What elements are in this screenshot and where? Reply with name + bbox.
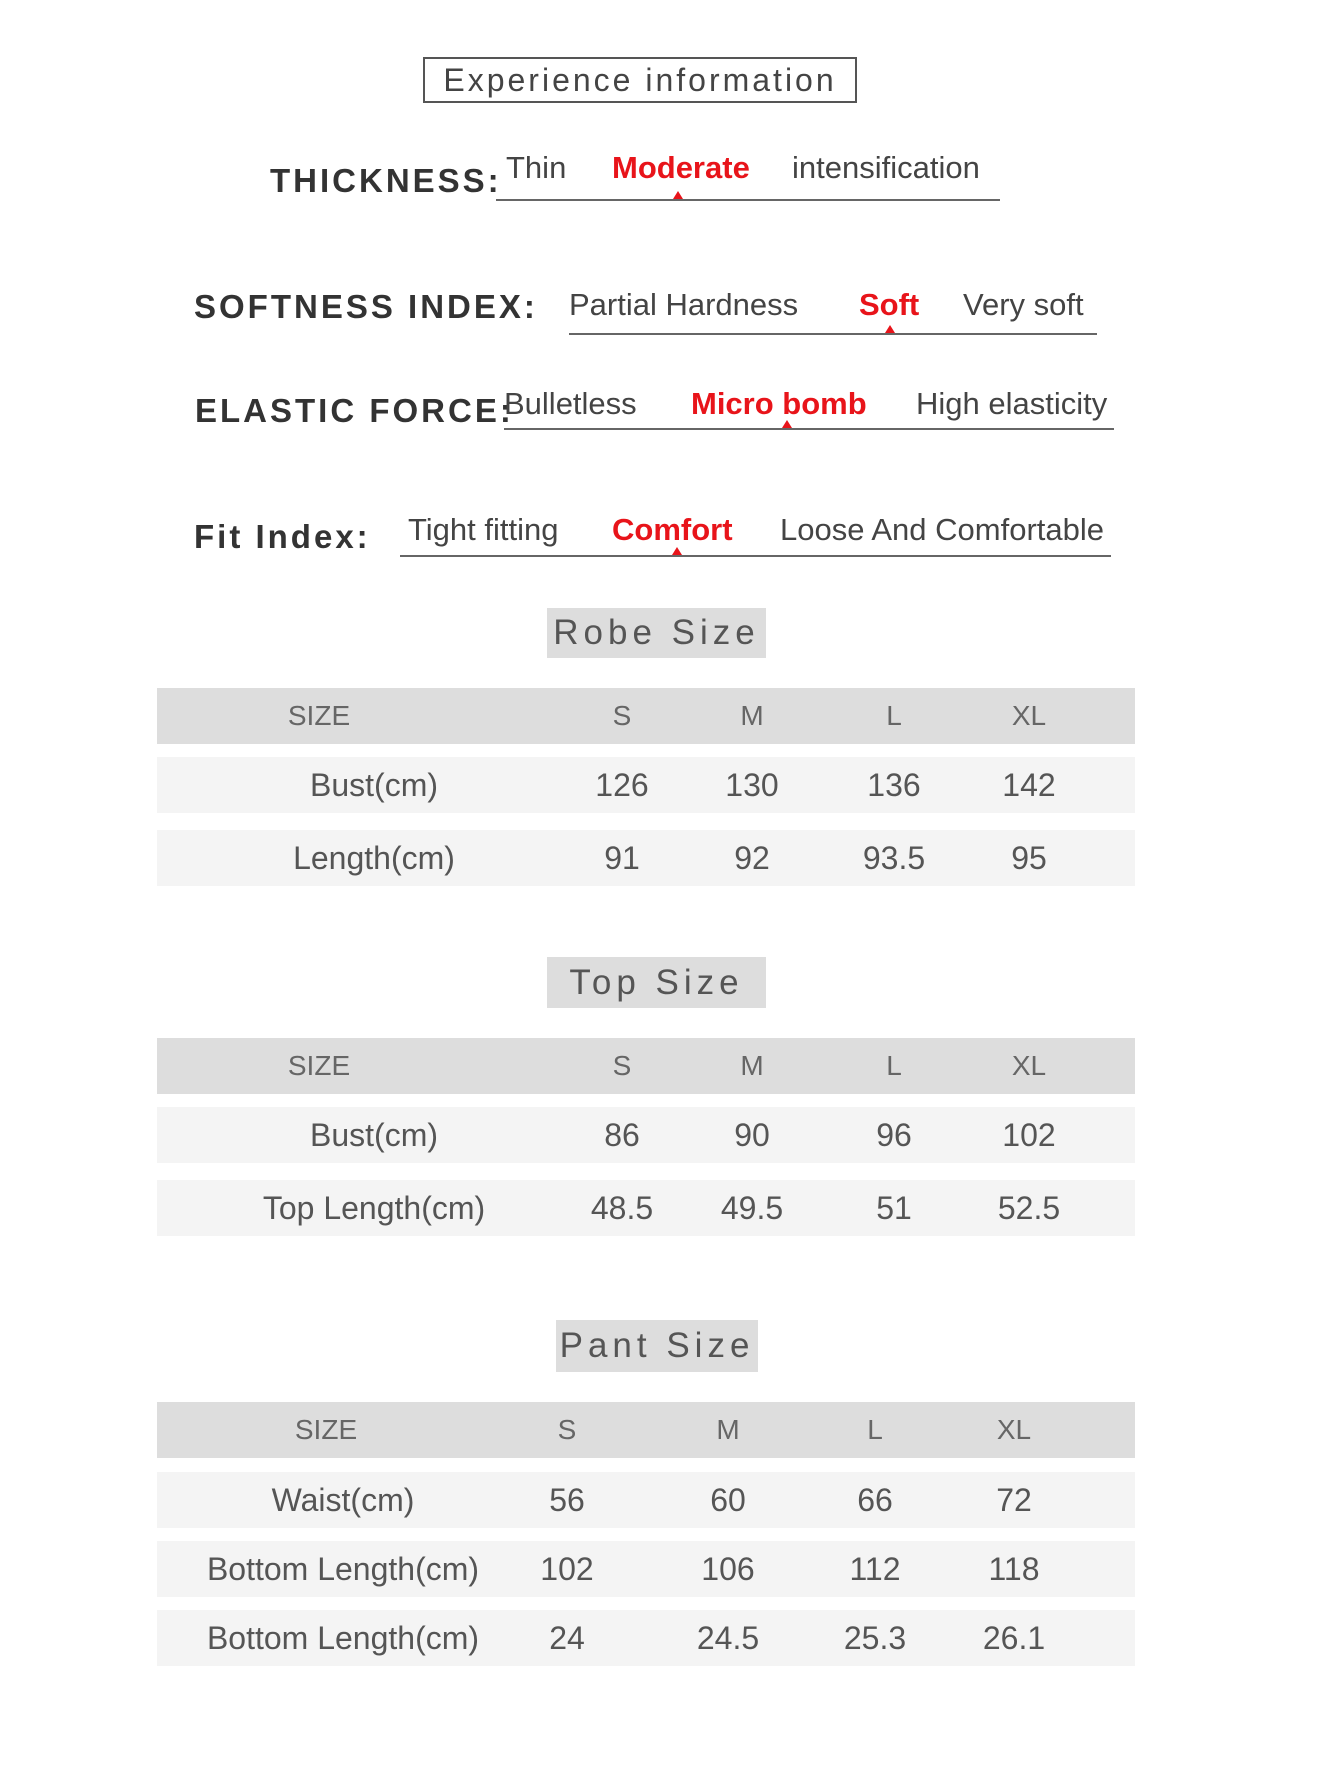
- table-cell: 136: [867, 767, 921, 803]
- size-table-title: Robe Size: [547, 608, 766, 658]
- table-row: Bottom Length(cm) 102 106 112 118: [157, 1541, 1135, 1597]
- table-cell: 49.5: [720, 1190, 784, 1226]
- scale-option-selected: Soft: [859, 287, 920, 322]
- table-row: Bust(cm) 86 90 96 102: [157, 1107, 1135, 1163]
- row-label: Bottom Length(cm): [206, 1551, 480, 1587]
- row-label: Waist(cm): [271, 1482, 415, 1518]
- scale-line: [504, 428, 1114, 430]
- table-cell: M: [740, 700, 764, 731]
- scale-option: Partial Hardness: [569, 287, 799, 322]
- table-cell: XL: [1011, 700, 1047, 731]
- table-cell: 26.1: [982, 1620, 1046, 1656]
- table-cell: L: [886, 700, 902, 731]
- table-cell: 126: [595, 767, 649, 803]
- selection-marker-icon: [885, 325, 895, 333]
- table-cell: 95: [1011, 840, 1047, 876]
- scale-option: Very soft: [963, 287, 1084, 322]
- table-cell: 52.5: [997, 1190, 1061, 1226]
- scale-option: Thin: [506, 150, 567, 185]
- scale-line: [400, 555, 1111, 557]
- table-row: Bust(cm) 126 130 136 142: [157, 757, 1135, 813]
- scale-label: THICKNESS:: [270, 162, 502, 199]
- selection-marker-icon: [673, 191, 683, 199]
- table-cell: 106: [701, 1551, 755, 1587]
- table-cell: 51: [876, 1190, 912, 1226]
- scale-option: Tight fitting: [408, 512, 559, 547]
- scale-option: Loose And Comfortable: [780, 512, 1104, 547]
- table-cell: 118: [988, 1551, 1040, 1587]
- table-cell: M: [740, 1050, 764, 1081]
- table-cell: XL: [1011, 1050, 1047, 1081]
- table-cell: L: [867, 1414, 883, 1445]
- row-label: Bottom Length(cm): [206, 1620, 480, 1656]
- table-cell: 25.3: [843, 1620, 907, 1656]
- table-row: Bottom Length(cm) 24 24.5 25.3 26.1: [157, 1610, 1135, 1666]
- row-label: SIZE: [287, 700, 351, 731]
- scale-label: ELASTIC FORCE:: [195, 392, 514, 429]
- table-header-row: SIZE S M L XL: [157, 1038, 1135, 1094]
- size-table-title: Top Size: [547, 957, 766, 1008]
- table-cell: 72: [996, 1482, 1032, 1518]
- row-label: Length(cm): [293, 840, 455, 876]
- table-cell: S: [612, 1050, 632, 1081]
- scale-option: Bulletless: [504, 386, 637, 421]
- experience-information-title: Experience information: [423, 57, 857, 103]
- table-header-row: SIZE S M L XL: [157, 688, 1135, 744]
- table-cell: 112: [849, 1551, 901, 1587]
- selection-marker-icon: [782, 420, 792, 428]
- table-cell: 142: [1002, 767, 1056, 803]
- table-cell: 91: [604, 840, 640, 876]
- table-cell: XL: [996, 1414, 1032, 1445]
- scale-option: High elasticity: [916, 386, 1108, 421]
- scale-line: [569, 333, 1097, 335]
- scale-label: Fit Index:: [194, 518, 371, 555]
- table-cell: S: [557, 1414, 577, 1445]
- table-row: Waist(cm) 56 60 66 72: [157, 1472, 1135, 1528]
- row-label: Top Length(cm): [262, 1190, 486, 1226]
- scale-option-selected: Comfort: [612, 512, 733, 547]
- scale-line: [496, 199, 1000, 201]
- table-row: Length(cm) 91 92 93.5 95: [157, 830, 1135, 886]
- table-cell: 90: [734, 1117, 770, 1153]
- selection-marker-icon: [672, 547, 682, 555]
- size-table-title: Pant Size: [556, 1320, 758, 1372]
- table-cell: 66: [857, 1482, 893, 1518]
- table-cell: M: [716, 1414, 740, 1445]
- row-label: SIZE: [287, 1050, 351, 1081]
- row-label: Bust(cm): [310, 767, 438, 803]
- table-cell: 60: [710, 1482, 746, 1518]
- scale-option-selected: Moderate: [612, 150, 750, 185]
- table-cell: 48.5: [590, 1190, 654, 1226]
- row-label: SIZE: [294, 1414, 358, 1445]
- table-cell: 24: [549, 1620, 585, 1656]
- table-cell: 130: [725, 767, 779, 803]
- table-header-row: SIZE S M L XL: [157, 1402, 1135, 1458]
- scale-option-selected: Micro bomb: [691, 386, 867, 421]
- table-cell: 102: [1002, 1117, 1056, 1153]
- table-cell: 86: [604, 1117, 640, 1153]
- table-cell: 56: [549, 1482, 585, 1518]
- table-cell: 96: [876, 1117, 912, 1153]
- scale-option: intensification: [792, 150, 980, 185]
- table-cell: 93.5: [862, 840, 926, 876]
- table-cell: 92: [734, 840, 770, 876]
- table-cell: 102: [540, 1551, 594, 1587]
- table-cell: L: [886, 1050, 902, 1081]
- row-label: Bust(cm): [310, 1117, 438, 1153]
- table-row: Top Length(cm) 48.5 49.5 51 52.5: [157, 1180, 1135, 1236]
- table-cell: S: [612, 700, 632, 731]
- scale-label: SOFTNESS INDEX:: [194, 288, 538, 325]
- table-cell: 24.5: [696, 1620, 760, 1656]
